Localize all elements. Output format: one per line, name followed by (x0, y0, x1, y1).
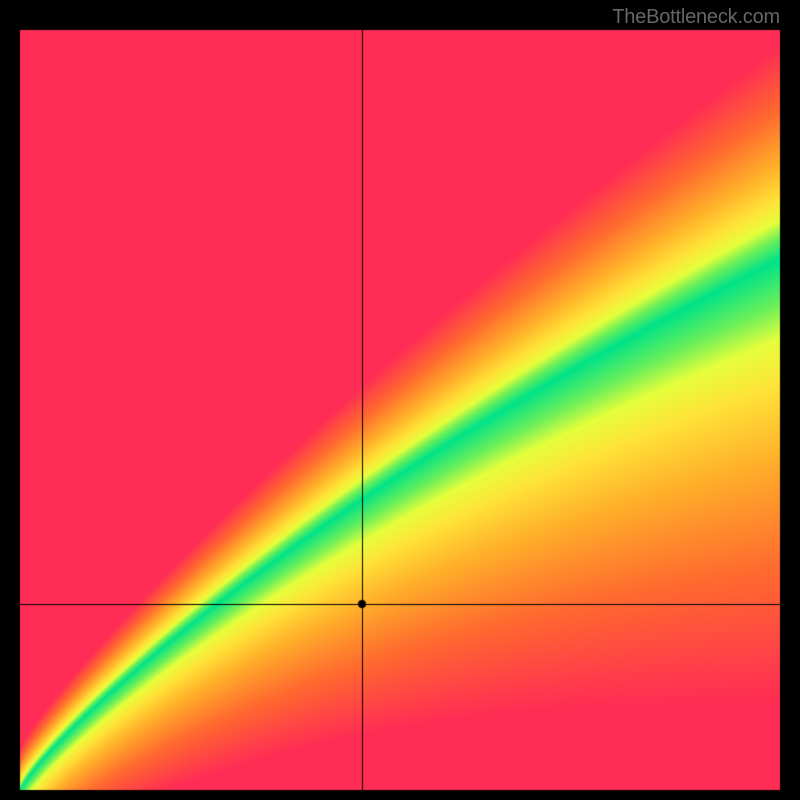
watermark-text: TheBottleneck.com (612, 6, 780, 29)
bottleneck-heatmap (0, 0, 800, 800)
chart-container: TheBottleneck.com (0, 0, 800, 800)
